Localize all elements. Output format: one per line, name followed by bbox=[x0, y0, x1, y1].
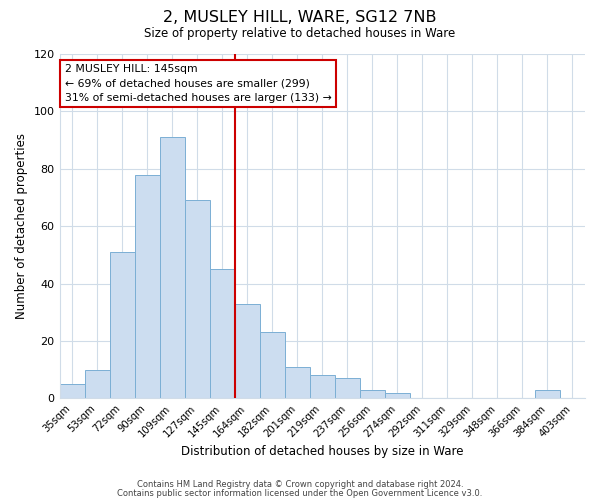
Bar bbox=[134, 174, 160, 398]
Text: Contains public sector information licensed under the Open Government Licence v3: Contains public sector information licen… bbox=[118, 488, 482, 498]
Bar bbox=[85, 370, 110, 398]
Bar bbox=[310, 376, 335, 398]
Text: Size of property relative to detached houses in Ware: Size of property relative to detached ho… bbox=[145, 28, 455, 40]
Bar bbox=[260, 332, 285, 398]
Bar bbox=[185, 200, 209, 398]
Bar bbox=[235, 304, 260, 398]
Bar bbox=[535, 390, 560, 398]
X-axis label: Distribution of detached houses by size in Ware: Distribution of detached houses by size … bbox=[181, 444, 464, 458]
Bar bbox=[209, 270, 235, 398]
Bar bbox=[110, 252, 134, 398]
Bar bbox=[160, 137, 185, 398]
Text: Contains HM Land Registry data © Crown copyright and database right 2024.: Contains HM Land Registry data © Crown c… bbox=[137, 480, 463, 489]
Bar bbox=[335, 378, 360, 398]
Text: 2, MUSLEY HILL, WARE, SG12 7NB: 2, MUSLEY HILL, WARE, SG12 7NB bbox=[163, 10, 437, 25]
Bar bbox=[59, 384, 85, 398]
Y-axis label: Number of detached properties: Number of detached properties bbox=[15, 133, 28, 319]
Bar bbox=[360, 390, 385, 398]
Bar bbox=[285, 367, 310, 398]
Bar bbox=[385, 392, 410, 398]
Text: 2 MUSLEY HILL: 145sqm
← 69% of detached houses are smaller (299)
31% of semi-det: 2 MUSLEY HILL: 145sqm ← 69% of detached … bbox=[65, 64, 332, 103]
